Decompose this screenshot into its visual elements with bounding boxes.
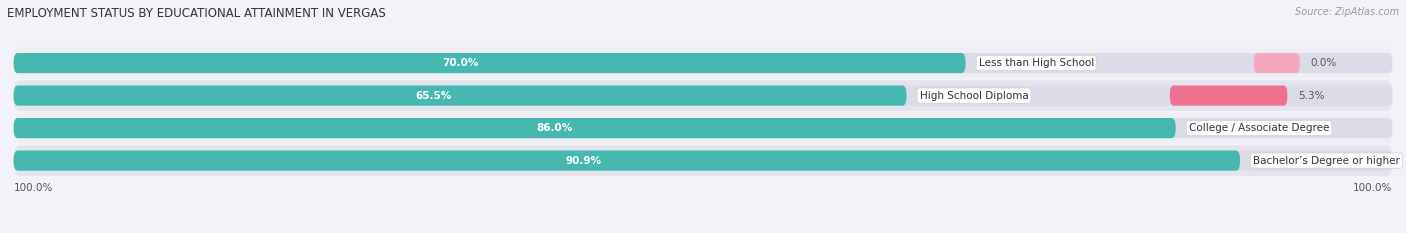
Text: EMPLOYMENT STATUS BY EDUCATIONAL ATTAINMENT IN VERGAS: EMPLOYMENT STATUS BY EDUCATIONAL ATTAINM… — [7, 7, 385, 20]
FancyBboxPatch shape — [14, 53, 1392, 73]
Text: 90.9%: 90.9% — [565, 156, 602, 166]
Text: 5.3%: 5.3% — [1298, 91, 1324, 101]
Text: Source: ZipAtlas.com: Source: ZipAtlas.com — [1295, 7, 1399, 17]
FancyBboxPatch shape — [1254, 53, 1299, 73]
FancyBboxPatch shape — [13, 113, 1393, 143]
FancyBboxPatch shape — [14, 86, 1392, 106]
FancyBboxPatch shape — [14, 53, 966, 73]
FancyBboxPatch shape — [14, 151, 1392, 171]
Text: Less than High School: Less than High School — [979, 58, 1094, 68]
FancyBboxPatch shape — [13, 48, 1393, 78]
FancyBboxPatch shape — [14, 86, 907, 106]
Text: Bachelor’s Degree or higher: Bachelor’s Degree or higher — [1253, 156, 1400, 166]
FancyBboxPatch shape — [14, 118, 1392, 138]
FancyBboxPatch shape — [13, 145, 1393, 176]
Text: 100.0%: 100.0% — [14, 183, 53, 193]
Text: 65.5%: 65.5% — [415, 91, 451, 101]
Text: 0.0%: 0.0% — [1310, 58, 1337, 68]
FancyBboxPatch shape — [14, 151, 1240, 171]
Text: College / Associate Degree: College / Associate Degree — [1189, 123, 1329, 133]
Text: 100.0%: 100.0% — [1353, 183, 1392, 193]
FancyBboxPatch shape — [1170, 86, 1288, 106]
Text: High School Diploma: High School Diploma — [920, 91, 1028, 101]
FancyBboxPatch shape — [13, 80, 1393, 111]
Text: 70.0%: 70.0% — [441, 58, 478, 68]
FancyBboxPatch shape — [14, 118, 1175, 138]
Text: 86.0%: 86.0% — [537, 123, 572, 133]
